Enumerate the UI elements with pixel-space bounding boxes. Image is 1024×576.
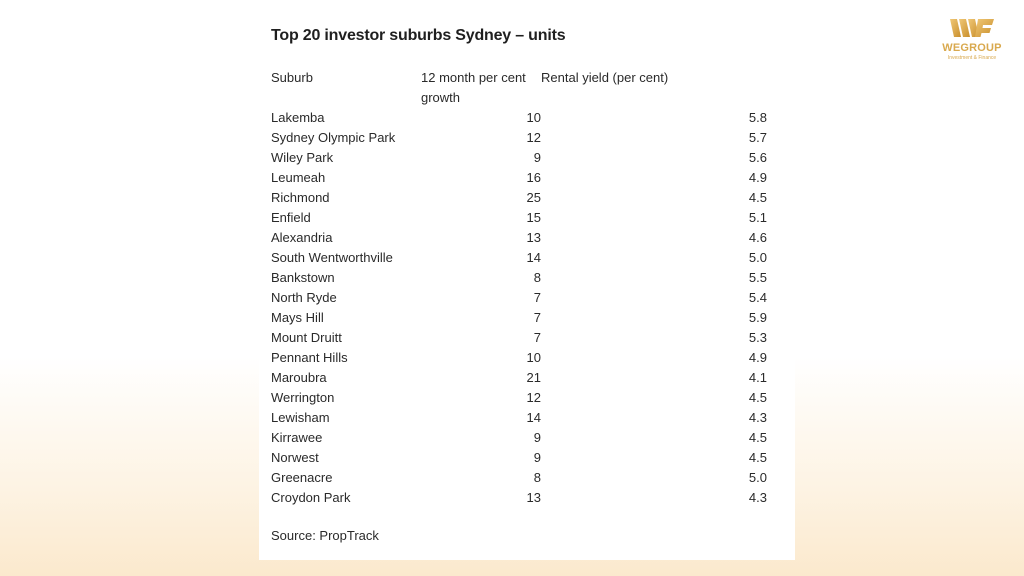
growth-cell: 7 bbox=[533, 290, 541, 305]
yield-cell: 4.3 bbox=[748, 490, 767, 505]
table-row: Norwest 9 4.5 bbox=[271, 448, 771, 468]
yield-cell: 5.8 bbox=[748, 110, 767, 125]
yield-cell: 5.3 bbox=[748, 330, 767, 345]
table-row: North Ryde 7 5.4 bbox=[271, 288, 771, 308]
suburb-cell: Mays Hill bbox=[271, 310, 324, 325]
wegroup-logo: WEGROUP Investment & Finance bbox=[936, 17, 1008, 63]
suburb-cell: Maroubra bbox=[271, 370, 327, 385]
table-row: Mays Hill 7 5.9 bbox=[271, 308, 771, 328]
table-row: Croydon Park 13 4.3 bbox=[271, 488, 771, 508]
yield-cell: 4.1 bbox=[748, 370, 767, 385]
table-row: Wiley Park 9 5.6 bbox=[271, 148, 771, 168]
suburb-cell: Wiley Park bbox=[271, 150, 334, 165]
growth-cell: 10 bbox=[526, 110, 541, 125]
growth-cell: 8 bbox=[533, 270, 541, 285]
table-row: Lakemba 10 5.8 bbox=[271, 108, 771, 128]
column-header-suburb: Suburb bbox=[271, 70, 313, 85]
yield-cell: 4.5 bbox=[748, 190, 767, 205]
suburb-cell: Kirrawee bbox=[271, 430, 323, 445]
suburb-cell: Enfield bbox=[271, 210, 311, 225]
column-header-yield: Rental yield (per cent) bbox=[541, 70, 669, 85]
yield-cell: 4.5 bbox=[748, 390, 767, 405]
growth-cell: 25 bbox=[526, 190, 541, 205]
table-card bbox=[259, 0, 795, 560]
table-row: Pennant Hills 10 4.9 bbox=[271, 348, 771, 368]
yield-cell: 4.5 bbox=[748, 430, 767, 445]
yield-cell: 4.6 bbox=[748, 230, 767, 245]
table-row: Mount Druitt 7 5.3 bbox=[271, 328, 771, 348]
suburb-cell: Croydon Park bbox=[271, 490, 351, 505]
yield-cell: 5.0 bbox=[748, 250, 767, 265]
growth-cell: 10 bbox=[526, 350, 541, 365]
yield-cell: 5.9 bbox=[748, 310, 767, 325]
suburb-cell: Richmond bbox=[271, 190, 330, 205]
column-header-growth: 12 month per cent growth bbox=[421, 70, 526, 105]
growth-cell: 21 bbox=[526, 370, 541, 385]
growth-cell: 12 bbox=[526, 390, 541, 405]
yield-cell: 5.1 bbox=[748, 210, 767, 225]
yield-cell: 5.5 bbox=[748, 270, 767, 285]
growth-cell: 16 bbox=[526, 170, 541, 185]
yield-cell: 5.0 bbox=[748, 470, 767, 485]
suburb-cell: Pennant Hills bbox=[271, 350, 348, 365]
growth-cell: 8 bbox=[533, 470, 541, 485]
suburb-cell: Sydney Olympic Park bbox=[271, 130, 396, 145]
suburb-cell: Leumeah bbox=[271, 170, 326, 185]
table-row: South Wentworthville 14 5.0 bbox=[271, 248, 771, 268]
table-body: Lakemba 10 5.8 Sydney Olympic Park 12 5.7 Wile… bbox=[271, 108, 771, 508]
table-title: Top 20 investor suburbs Sydney – units bbox=[271, 27, 566, 44]
yield-cell: 4.3 bbox=[748, 410, 767, 425]
yield-cell: 5.4 bbox=[748, 290, 767, 305]
suburb-cell: Lewisham bbox=[271, 410, 330, 425]
growth-cell: 12 bbox=[526, 130, 541, 145]
yield-cell: 4.5 bbox=[748, 450, 767, 465]
yield-cell: 4.9 bbox=[748, 350, 767, 365]
growth-cell: 13 bbox=[526, 490, 541, 505]
growth-cell: 14 bbox=[526, 250, 541, 265]
suburb-cell: North Ryde bbox=[271, 290, 337, 305]
growth-cell: 13 bbox=[526, 230, 541, 245]
logo-tagline: Investment & Finance bbox=[947, 55, 997, 61]
table-row: Alexandria 13 4.6 bbox=[271, 228, 771, 248]
suburb-cell: Greenacre bbox=[271, 470, 333, 485]
growth-cell: 15 bbox=[526, 210, 541, 225]
table-row: Greenacre 8 5.0 bbox=[271, 468, 771, 488]
suburb-cell: Mount Druitt bbox=[271, 330, 342, 345]
table-row: Maroubra 21 4.1 bbox=[271, 368, 771, 388]
table-row: Werrington 12 4.5 bbox=[271, 388, 771, 408]
yield-cell: 5.6 bbox=[748, 150, 767, 165]
table-row: Leumeah 16 4.9 bbox=[271, 168, 771, 188]
table-row: Bankstown 8 5.5 bbox=[271, 268, 771, 288]
table-row: Lewisham 14 4.3 bbox=[271, 408, 771, 428]
wegroup-logo-icon bbox=[950, 19, 994, 37]
suburb-cell: Lakemba bbox=[271, 110, 325, 125]
logo-wordmark: WEGROUP bbox=[942, 42, 1002, 54]
source-note: Source: PropTrack bbox=[271, 528, 379, 543]
growth-cell: 7 bbox=[533, 310, 541, 325]
table-row: Sydney Olympic Park 12 5.7 bbox=[271, 128, 771, 148]
growth-cell: 9 bbox=[533, 450, 541, 465]
growth-cell: 7 bbox=[533, 330, 541, 345]
growth-cell: 14 bbox=[526, 410, 541, 425]
table-row: Enfield 15 5.1 bbox=[271, 208, 771, 228]
growth-cell: 9 bbox=[533, 150, 541, 165]
suburb-cell: South Wentworthville bbox=[271, 250, 393, 265]
suburb-cell: Bankstown bbox=[271, 270, 335, 285]
table-row: Kirrawee 9 4.5 bbox=[271, 428, 771, 448]
suburb-cell: Norwest bbox=[271, 450, 319, 465]
growth-cell: 9 bbox=[533, 430, 541, 445]
table-row: Richmond 25 4.5 bbox=[271, 188, 771, 208]
suburb-cell: Alexandria bbox=[271, 230, 333, 245]
yield-cell: 4.9 bbox=[748, 170, 767, 185]
yield-cell: 5.7 bbox=[748, 130, 767, 145]
suburb-cell: Werrington bbox=[271, 390, 335, 405]
